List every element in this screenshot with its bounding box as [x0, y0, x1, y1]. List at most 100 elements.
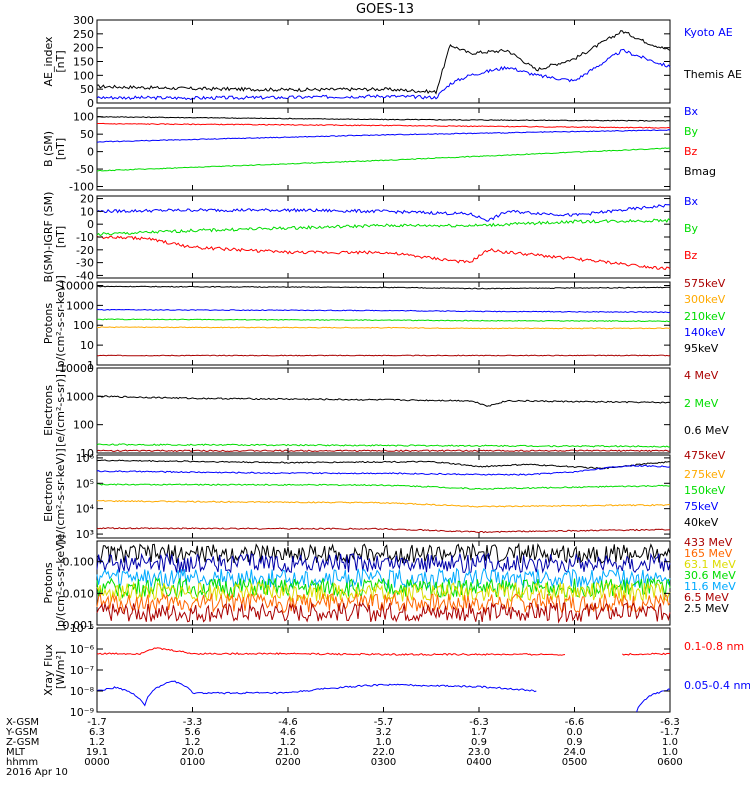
- y-tick-label: 10: [80, 205, 94, 218]
- panel-5: 10000 1000 100 10 Electrons [e/(cm²-s-sr)] 4 M…: [42, 362, 729, 460]
- y-axis-unit: [nT]: [54, 138, 67, 160]
- series-line-0-05-0-4-nm: [96, 680, 537, 707]
- x-axis-value: 1.7: [471, 727, 487, 738]
- legend-entry: 165 MeV: [684, 547, 733, 560]
- legend-entry: Bx: [684, 105, 699, 118]
- y-tick-label: 0.001: [63, 619, 95, 632]
- x-axis-value: 5.6: [185, 727, 201, 738]
- y-axis-label: Protons: [42, 562, 55, 603]
- series-line-433-mev: [96, 601, 671, 624]
- x-axis-value: 6.3: [89, 727, 105, 738]
- x-axis-value: 0200: [275, 757, 300, 768]
- legend-entry: 40keV: [684, 516, 719, 529]
- series-line-575kev: [96, 354, 671, 357]
- legend-entry: 30.6 MeV: [684, 569, 736, 582]
- x-axis-value: 0000: [84, 757, 109, 768]
- y-tick-label: 0.100: [63, 556, 95, 569]
- legend-entry: Bz: [684, 249, 698, 262]
- legend-entry: 0.6 MeV: [684, 424, 729, 437]
- series-line-210kev: [97, 318, 671, 323]
- x-axis-value: -6.3: [660, 717, 680, 728]
- y-tick-label: 10⁶: [76, 452, 95, 465]
- x-axis-value: 1.0: [376, 737, 392, 748]
- series-line-75kev: [96, 464, 671, 476]
- y-axis-label: B(SM)-IGRF (SM): [42, 192, 55, 283]
- legend-entry: 0.05-0.4 nm: [684, 679, 750, 692]
- x-axis-value: 0.9: [567, 737, 583, 748]
- legend-entry: By: [684, 125, 699, 138]
- y-tick-label: 10000: [59, 362, 94, 375]
- y-tick-label: 10⁻⁵: [70, 622, 94, 635]
- y-tick-label: 10⁻⁸: [70, 685, 95, 698]
- legend-entry: By: [684, 222, 699, 235]
- x-axis-value: 23.0: [468, 747, 490, 758]
- legend-entry: 275keV: [684, 468, 726, 481]
- series-line-275kev: [96, 499, 671, 508]
- y-axis-label: Electrons: [42, 471, 55, 522]
- x-axis-row-label: hhmm: [6, 757, 38, 768]
- y-tick-label: -20: [76, 244, 94, 257]
- y-tick-label: 0: [87, 218, 94, 231]
- y-tick-label: 250: [73, 28, 94, 41]
- y-tick-label: 0.010: [63, 587, 95, 600]
- panel-2: 100 50 0 -50 -100 B (SM) [nT] Bx By Bz Bmag: [42, 105, 716, 194]
- legend-entry: 575keV: [684, 277, 726, 290]
- series-line-475kev: [96, 527, 671, 534]
- legend-entry: 75keV: [684, 500, 719, 513]
- x-axis-value: -4.6: [278, 717, 298, 728]
- series-line-themis-ae: [96, 30, 671, 95]
- x-axis-value: 4.6: [280, 727, 296, 738]
- chart-title: GOES-13: [356, 2, 414, 17]
- series-line-2-5-mev: [96, 542, 671, 564]
- y-tick-label: 100: [73, 111, 94, 124]
- series-line-0-6-mev: [96, 395, 671, 407]
- series-line-40kev: [96, 459, 671, 470]
- x-axis-value: 0300: [371, 757, 396, 768]
- x-axis-value: 0500: [562, 757, 587, 768]
- legend-entry: Bx: [684, 195, 699, 208]
- y-tick-label: 150: [73, 56, 94, 69]
- series-line-140kev: [96, 308, 671, 314]
- y-axis-label: Xray Flux: [42, 644, 55, 696]
- x-axis-table: X-GSM -1.7 -3.3 -4.6 -5.7 -6.3 -6.6 -6.3 Y-GSM 6.…: [5, 717, 683, 778]
- y-tick-label: 0: [87, 146, 94, 159]
- date-label: 2016 Apr 10: [6, 767, 68, 778]
- x-axis-value: 1.2: [185, 737, 201, 748]
- y-tick-label: 10⁻⁶: [70, 643, 95, 656]
- legend-entry: 0.1-0.8 nm: [684, 640, 744, 653]
- legend-entry: 2 MeV: [684, 397, 719, 410]
- y-tick-label: 10⁵: [76, 477, 94, 490]
- legend-entry: Kyoto AE: [684, 26, 733, 39]
- y-tick-label: 0: [87, 97, 94, 110]
- x-axis-value: 0600: [657, 757, 682, 768]
- y-tick-label: 300: [73, 14, 94, 27]
- x-axis-value: 19.1: [86, 747, 108, 758]
- x-axis-value: 0100: [180, 757, 205, 768]
- legend-entry: Themis AE: [683, 68, 742, 81]
- legend-entry: Bz: [684, 145, 698, 158]
- y-tick-label: -100: [69, 181, 94, 194]
- series-line-63-1-mev: [96, 581, 671, 603]
- y-axis-unit: [W/m²]: [54, 651, 67, 689]
- y-tick-label: -40: [76, 269, 94, 282]
- x-axis-value: 20.0: [181, 747, 203, 758]
- y-tick-label: 100: [73, 319, 94, 332]
- y-axis-unit: [nT]: [54, 226, 67, 248]
- y-tick-label: 10⁴: [76, 503, 95, 516]
- x-axis-value: 3.2: [376, 727, 392, 738]
- x-axis-value: -1.7: [87, 717, 107, 728]
- y-tick-label: 10: [80, 447, 94, 460]
- y-tick-label: 1000: [66, 390, 94, 403]
- y-tick-label: 100: [73, 419, 94, 432]
- x-axis-value: 1.0: [662, 747, 678, 758]
- y-axis-unit: [nT]: [54, 50, 67, 72]
- x-axis-value: -6.6: [565, 717, 585, 728]
- x-axis-value: 21.0: [277, 747, 299, 758]
- x-axis-row-label: MLT: [6, 747, 26, 758]
- x-axis-value: 1.2: [280, 737, 296, 748]
- series-line-150kev: [97, 483, 671, 490]
- y-axis-unit: [p/(cm²-s-sr-keV)]: [54, 535, 67, 632]
- series-line-by: [96, 147, 670, 172]
